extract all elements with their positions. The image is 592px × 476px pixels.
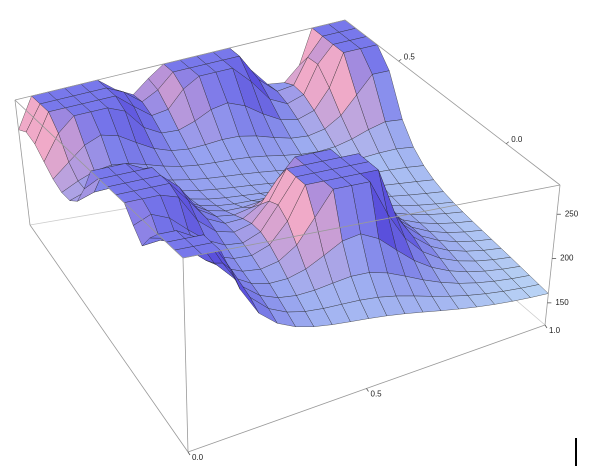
box-edge — [14, 99, 31, 226]
tick-mark — [366, 388, 369, 392]
axes: 0.0 0.5 1.0 0.5 0.0 150 200 250 — [187, 52, 579, 462]
tick-label: 1.0 — [549, 326, 561, 335]
tick-label: 0.0 — [511, 135, 523, 144]
box-edge — [182, 257, 189, 453]
tick-label: 0.0 — [192, 453, 204, 462]
tick-mark — [187, 451, 191, 456]
tick-label: 150 — [555, 298, 569, 307]
box-edge — [29, 224, 189, 453]
box-edge — [182, 184, 561, 259]
tick-label: 200 — [560, 254, 574, 263]
box-edge — [544, 184, 561, 326]
tick-mark — [398, 58, 402, 62]
tick-label: 250 — [565, 209, 579, 218]
tick-label: 0.5 — [371, 390, 383, 399]
box-front — [14, 19, 561, 453]
surface — [18, 19, 549, 328]
tick-mark — [544, 324, 548, 329]
box-edge — [344, 19, 561, 186]
box-edge — [14, 19, 346, 101]
tick-mark — [506, 141, 509, 145]
box-edge — [14, 99, 184, 259]
tick-label: 0.5 — [404, 52, 416, 61]
